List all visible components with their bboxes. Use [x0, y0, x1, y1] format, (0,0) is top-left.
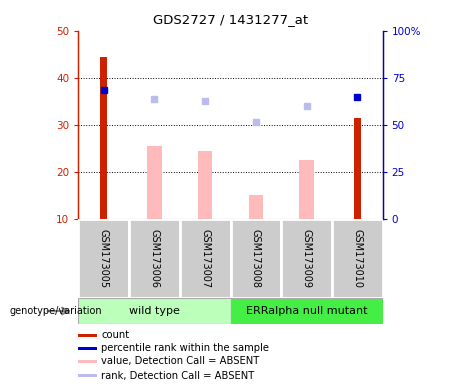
Text: GSM173007: GSM173007 [200, 229, 210, 288]
Text: GDS2727 / 1431277_at: GDS2727 / 1431277_at [153, 13, 308, 26]
Bar [300, 160, 313, 219]
Text: percentile rank within the sample: percentile rank within the sample [101, 343, 269, 353]
Bar [354, 118, 361, 219]
Text: ERRalpha null mutant: ERRalpha null mutant [246, 306, 367, 316]
Text: wild type: wild type [129, 306, 180, 316]
Bar [78, 347, 97, 350]
Bar [332, 219, 383, 298]
Bar [148, 146, 161, 219]
Bar [78, 374, 97, 377]
Text: rank, Detection Call = ABSENT: rank, Detection Call = ABSENT [101, 371, 254, 381]
Text: GSM173008: GSM173008 [251, 229, 261, 288]
Bar [78, 334, 97, 337]
Text: GSM173010: GSM173010 [352, 229, 362, 288]
Text: GSM173005: GSM173005 [99, 229, 109, 288]
Text: value, Detection Call = ABSENT: value, Detection Call = ABSENT [101, 356, 260, 366]
Text: GSM173009: GSM173009 [301, 229, 312, 288]
Bar [78, 298, 230, 324]
Bar [78, 360, 97, 363]
Text: count: count [101, 330, 130, 340]
Bar [230, 219, 281, 298]
Bar [198, 151, 212, 219]
Bar [249, 195, 263, 219]
Bar [100, 56, 107, 219]
Bar [180, 219, 230, 298]
Bar [78, 219, 129, 298]
Bar [230, 298, 383, 324]
Bar [281, 219, 332, 298]
Text: GSM173006: GSM173006 [149, 229, 160, 288]
Text: genotype/variation: genotype/variation [9, 306, 102, 316]
Bar [129, 219, 180, 298]
